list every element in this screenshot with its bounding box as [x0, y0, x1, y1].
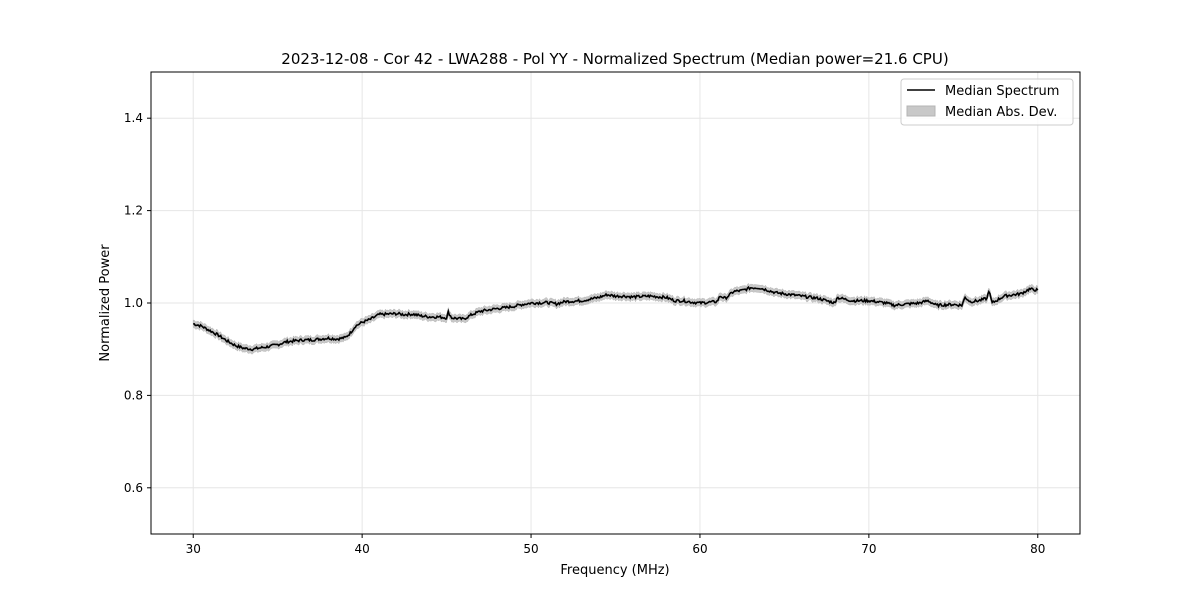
y-tick-label: 1.2	[124, 204, 143, 218]
legend-label-median-spectrum: Median Spectrum	[945, 84, 1059, 99]
legend-box	[900, 78, 1074, 126]
chart-title: 2023-12-08 - Cor 42 - LWA288 - Pol YY - …	[281, 50, 948, 68]
x-tick-label: 30	[186, 542, 201, 556]
x-tick-label: 80	[1030, 542, 1045, 556]
axis-ticks: 30 40 50 60 70 80 0.6 0.8 1.0 1.2 1.4	[124, 111, 1046, 556]
y-tick-label: 0.6	[124, 481, 143, 495]
median-spectrum-line	[193, 285, 1039, 352]
y-tick-label: 0.8	[124, 388, 143, 402]
x-tick-label: 40	[354, 542, 369, 556]
y-tick-label: 1.0	[124, 296, 143, 310]
y-axis-label: Normalized Power	[98, 244, 113, 362]
legend-label-mad: Median Abs. Dev.	[945, 105, 1057, 120]
y-tick-label: 1.4	[124, 111, 143, 125]
mad-band	[192, 282, 1039, 355]
x-tick-label: 60	[692, 542, 707, 556]
x-axis-label: Frequency (MHz)	[560, 563, 669, 578]
x-tick-label: 70	[861, 542, 876, 556]
legend: Median Spectrum Median Abs. Dev.	[900, 78, 1074, 126]
x-tick-label: 50	[523, 542, 538, 556]
legend-band-swatch	[906, 105, 936, 117]
